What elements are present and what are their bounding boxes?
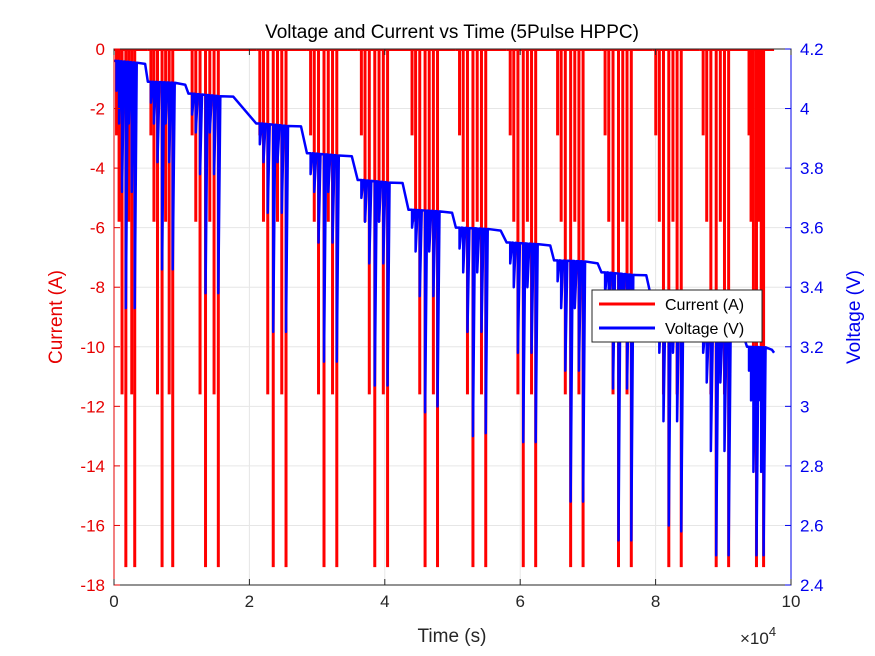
- x-exponent-power: 4: [769, 624, 776, 639]
- y-axis-label-left: Current (A): [46, 270, 67, 364]
- tick-label-bottom: 10: [782, 592, 801, 611]
- left-axis-ticks: 0 -2 -4 -6 -8 -10 -12 -14 -16 -18: [80, 40, 120, 595]
- tick-label-right: 2.4: [800, 576, 824, 595]
- tick-label-left: -16: [80, 516, 105, 535]
- tick-label-left: -14: [80, 457, 105, 476]
- tick-label-left: -18: [80, 576, 105, 595]
- tick-label-right: 2.6: [800, 516, 824, 535]
- x-axis-label: Time (s): [418, 626, 487, 647]
- legend-label-current: Current (A): [665, 297, 744, 314]
- legend-box: [591, 289, 763, 343]
- tick-label-left: -6: [90, 219, 105, 238]
- tick-label-bottom: 2: [245, 592, 254, 611]
- tick-label-bottom: 0: [109, 592, 118, 611]
- tick-label-left: -12: [80, 397, 105, 416]
- tick-label-right: 3: [800, 397, 809, 416]
- legend-label-voltage: Voltage (V): [665, 321, 744, 338]
- tick-label-bottom: 8: [651, 592, 660, 611]
- tick-label-right: 4: [800, 100, 809, 119]
- tick-label-bottom: 4: [380, 592, 389, 611]
- x-axis-ticks: 0 2 4 6 8 10: [109, 49, 800, 611]
- right-axis-ticks: 4.2 4 3.8 3.6 3.4 3.2 3 2.8 2.6 2.4: [785, 40, 824, 595]
- tick-label-left: -10: [80, 338, 105, 357]
- tick-label-left: -8: [90, 278, 105, 297]
- tick-label-left: -2: [90, 100, 105, 119]
- tick-label-right: 3.2: [800, 338, 824, 357]
- tick-label-right: 3.6: [800, 219, 824, 238]
- y-axis-label-right: Voltage (V): [844, 270, 865, 364]
- tick-label-left: 0: [96, 40, 105, 59]
- chart-title: Voltage and Current vs Time (5Pulse HPPC…: [265, 22, 639, 43]
- tick-label-bottom: 6: [515, 592, 524, 611]
- tick-label-right: 2.8: [800, 457, 824, 476]
- tick-label-right: 4.2: [800, 40, 824, 59]
- tick-label-right: 3.4: [800, 278, 824, 297]
- tick-label-left: -4: [90, 159, 105, 178]
- tick-label-right: 3.8: [800, 159, 824, 178]
- x-exponent-label: ×104: [740, 624, 776, 648]
- legend: Current (A) Voltage (V): [591, 289, 763, 343]
- x-exponent-base: ×10: [740, 629, 769, 648]
